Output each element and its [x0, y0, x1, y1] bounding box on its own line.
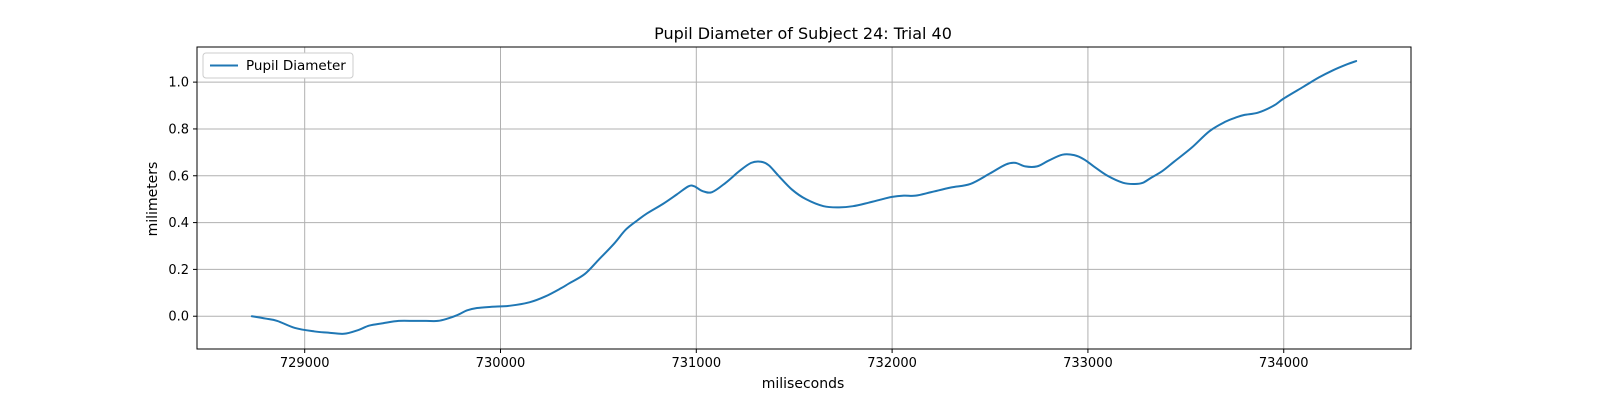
y-axis: 0.0 0.2 0.4 0.6 0.8 1.0 [168, 76, 197, 325]
x-axis: 729000 730000 731000 732000 733000 734000 [280, 349, 1309, 371]
y-tick-label: 0.0 [168, 310, 189, 325]
x-tick-label: 732000 [867, 356, 917, 371]
y-tick-label: 0.8 [168, 122, 189, 137]
y-tick-label: 0.6 [168, 169, 189, 184]
series-line [250, 60, 1358, 335]
x-tick-label: 733000 [1063, 356, 1113, 371]
x-tick-label: 729000 [280, 356, 330, 371]
legend-box [202, 52, 354, 79]
legend: Pupil Diameter [202, 52, 354, 79]
y-tick-label: 1.0 [168, 76, 189, 91]
y-axis-label: milimeters [145, 162, 161, 237]
x-tick-label: 731000 [671, 356, 721, 371]
y-tick-label: 0.2 [168, 263, 189, 278]
y-tick-label: 0.4 [168, 216, 189, 231]
x-tick-label: 734000 [1259, 356, 1309, 371]
legend-label: Pupil Diameter [246, 58, 346, 74]
x-tick-label: 730000 [476, 356, 526, 371]
plot-frame [196, 46, 1412, 350]
x-axis-label: miliseconds [762, 376, 845, 392]
series-layer [250, 60, 1358, 335]
chart-title: Pupil Diameter of Subject 24: Trial 40 [654, 24, 952, 43]
